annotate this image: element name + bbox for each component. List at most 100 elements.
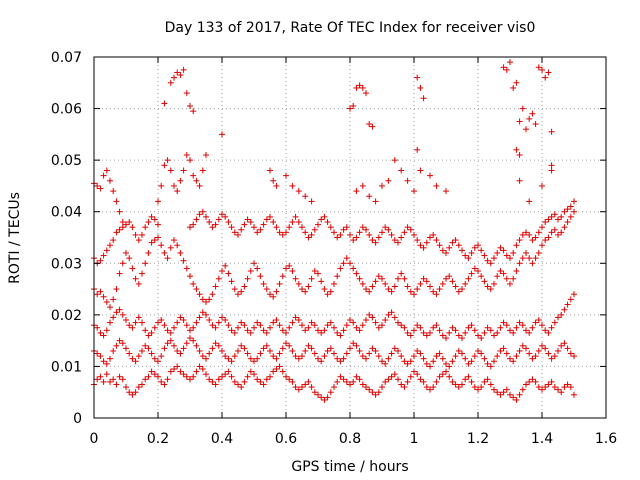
data-point [97, 185, 104, 192]
data-points [91, 59, 577, 403]
data-point [417, 167, 424, 174]
data-point [571, 208, 577, 215]
data-point [267, 347, 273, 354]
data-point [222, 262, 229, 269]
data-point [433, 237, 440, 244]
data-point [110, 237, 117, 244]
data-point [238, 342, 245, 349]
data-point [158, 317, 165, 324]
data-point [564, 206, 571, 213]
data-point [356, 347, 363, 354]
data-point [484, 360, 491, 367]
data-point [503, 275, 510, 282]
data-point [484, 324, 491, 331]
data-point [142, 342, 149, 349]
data-point [110, 296, 117, 303]
data-point [190, 172, 197, 179]
data-point [542, 237, 549, 244]
data-point [315, 270, 321, 277]
data-point [228, 224, 235, 231]
data-point [375, 353, 382, 360]
data-point [155, 358, 161, 365]
data-point [132, 231, 139, 238]
data-point [452, 283, 459, 290]
data-point [251, 224, 257, 231]
data-point [353, 188, 360, 195]
data-point [417, 242, 424, 249]
data-point [161, 249, 168, 256]
data-point [231, 353, 238, 360]
data-point [443, 188, 449, 195]
data-point [507, 59, 513, 66]
data-point [417, 280, 424, 287]
data-point [494, 249, 501, 256]
data-point [494, 329, 501, 336]
data-point [359, 182, 366, 189]
data-point [270, 219, 277, 226]
data-point [135, 314, 142, 321]
data-point [263, 342, 270, 349]
data-point [247, 268, 254, 275]
data-point [203, 298, 209, 305]
data-point [366, 311, 373, 318]
data-point [510, 84, 517, 91]
data-point [321, 396, 328, 403]
data-point [273, 288, 280, 295]
data-point [103, 167, 110, 174]
data-point [516, 391, 523, 398]
data-point [151, 355, 158, 362]
data-point [283, 373, 289, 380]
data-point [507, 355, 513, 362]
data-point [238, 288, 245, 295]
data-point [539, 224, 545, 231]
data-point [107, 378, 113, 385]
data-point [529, 110, 536, 117]
data-point [545, 216, 552, 223]
data-point [369, 389, 376, 396]
data-point [209, 378, 216, 385]
x-tick-label: 0.8 [339, 431, 361, 447]
data-point [180, 345, 187, 352]
data-point [247, 219, 254, 226]
data-point [257, 273, 264, 280]
data-point [94, 376, 101, 383]
data-point [263, 376, 270, 383]
data-point [132, 389, 139, 396]
data-point [449, 324, 456, 331]
data-point [388, 288, 395, 295]
data-point [516, 118, 523, 125]
data-point [561, 224, 568, 231]
data-point [164, 157, 171, 164]
data-point [100, 293, 107, 300]
x-tick-label: 0.4 [211, 431, 233, 447]
data-point [318, 329, 325, 336]
data-point [116, 270, 123, 277]
data-point [311, 322, 318, 329]
data-point [174, 319, 181, 326]
data-point [500, 345, 507, 352]
data-point [500, 247, 507, 254]
data-point [203, 311, 209, 318]
data-point [113, 198, 120, 205]
data-point [315, 355, 321, 362]
data-point [273, 317, 280, 324]
data-point [177, 350, 184, 357]
data-point [215, 376, 222, 383]
data-point [513, 146, 520, 153]
data-point [430, 384, 437, 391]
data-point [347, 105, 353, 112]
data-point [327, 224, 334, 231]
data-point [257, 350, 264, 357]
data-point [535, 64, 542, 71]
data-point [545, 381, 552, 388]
data-point [318, 394, 325, 401]
data-point [404, 329, 411, 336]
data-point [420, 275, 427, 282]
data-point [327, 389, 334, 396]
data-point [513, 324, 520, 331]
data-point [491, 332, 497, 339]
data-point [481, 252, 488, 259]
data-point [411, 353, 417, 360]
data-point [465, 275, 472, 282]
data-point [260, 280, 267, 287]
